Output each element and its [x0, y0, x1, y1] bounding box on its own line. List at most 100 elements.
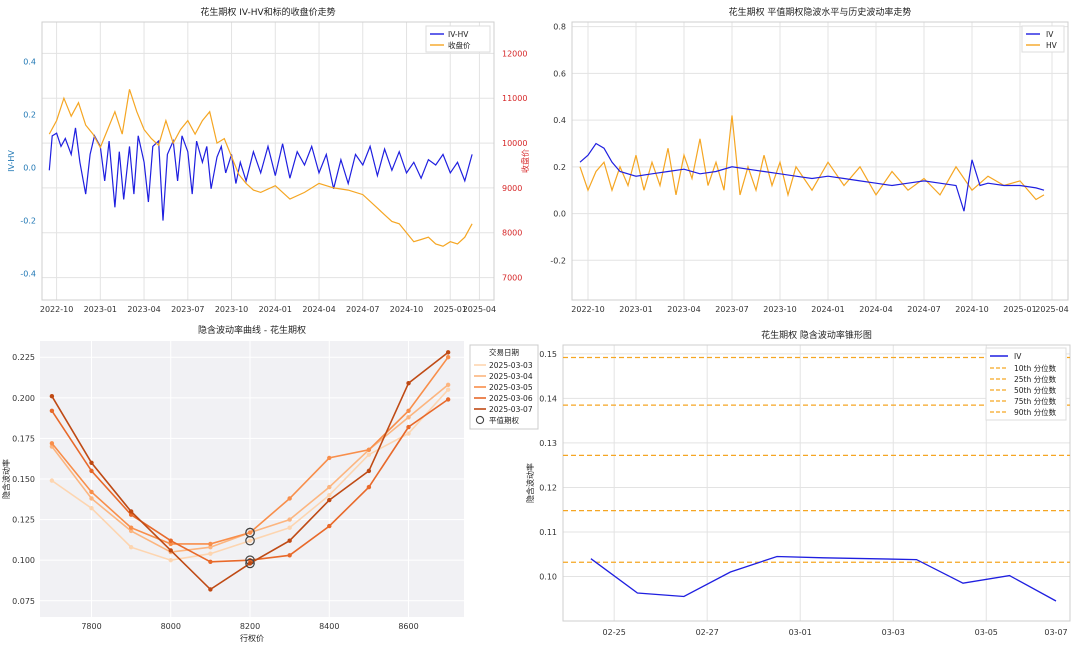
y-tick-label: -0.2 [20, 217, 36, 226]
x-tick-label: 2024-04 [859, 305, 892, 314]
smile-point [327, 493, 332, 498]
smile-point [208, 544, 213, 550]
chart-iv-cone: 02-25 02-27 03-01 03-03 03-05 03-07 0.10 0.11 0.… [525, 329, 1071, 637]
y-tick-label: 0.125 [12, 516, 35, 525]
smile-point [287, 553, 292, 558]
x-tick-label: 2022-10 [571, 305, 604, 314]
x-axis-label: 行权价 [240, 633, 264, 643]
smile-point [89, 489, 94, 495]
smile-point [327, 484, 332, 490]
legend-label: IV [1014, 352, 1022, 361]
x-tick-label: 03-01 [789, 628, 812, 637]
legend-title: 交易日期 [489, 347, 519, 357]
series-line-iv [579, 142, 1045, 212]
x-tick-label: 03-03 [882, 628, 905, 637]
smile-point [445, 387, 451, 392]
y-tick-label: 0.4 [553, 116, 566, 125]
legend-label: HV [1046, 41, 1058, 50]
smile-point [49, 394, 55, 399]
x-tick-label: 2024-01 [259, 305, 292, 314]
y-tick-label: 0.11 [539, 528, 557, 537]
smile-point [445, 397, 451, 402]
y-tick-label: 0.2 [23, 111, 36, 120]
legend-label: 2025-03-07 [489, 405, 533, 414]
legend-label: 50th 分位数 [1014, 385, 1057, 395]
series-line-hv [579, 115, 1045, 201]
x-tick-label: 2023-04 [667, 305, 700, 314]
legend-label: 2025-03-04 [489, 372, 533, 381]
y-tick-label: 0.0 [23, 164, 36, 173]
smile-point [89, 506, 94, 511]
x-tick-label: 2023-01 [619, 305, 652, 314]
smile-point [247, 538, 253, 543]
smile-point [247, 561, 253, 566]
x-tick-label: 2023-10 [215, 305, 248, 314]
series-line-close [48, 89, 473, 247]
y2-tick-label: 8000 [502, 229, 522, 238]
legend-label: 75th 分位数 [1014, 396, 1057, 406]
legend-atm-marker [475, 415, 485, 425]
x-tick-label: 2023-10 [763, 305, 796, 314]
smile-point [49, 408, 55, 414]
x-tick-label: 2025-04 [463, 305, 496, 314]
smile-point [406, 415, 411, 420]
x-tick-label: 2023-07 [171, 305, 204, 314]
y-tick-label: 0.14 [539, 394, 557, 403]
y-tick-label: 0.0 [553, 210, 566, 219]
smile-point [168, 538, 173, 543]
smile-point [406, 424, 411, 430]
x-tick-label: 2025-04 [1035, 305, 1068, 314]
x-tick-label: 2024-10 [390, 305, 423, 314]
y2-axis-label: 收盘价 [520, 149, 530, 173]
smile-point [168, 541, 173, 547]
smile-point [327, 497, 332, 503]
y2-tick-label: 7000 [502, 274, 522, 283]
x-tick-label: 7800 [81, 622, 101, 631]
plot-frame [571, 21, 1069, 301]
x-tick-label: 8200 [240, 622, 260, 631]
y-tick-label: 0.225 [12, 353, 35, 362]
legend-label: 平值期权 [489, 415, 519, 425]
legend-label: 收盘价 [448, 40, 471, 50]
series-line-iv [590, 555, 1057, 602]
x-tick-label: 8000 [161, 622, 181, 631]
x-tick-label: 02-25 [603, 628, 626, 637]
y-tick-label: 0.175 [12, 434, 35, 443]
x-tick-label: 2023-07 [715, 305, 748, 314]
smile-point [327, 523, 332, 529]
smile-point [49, 441, 55, 446]
smile-point [406, 381, 411, 386]
smile-point [208, 541, 213, 547]
y-tick-label: 0.4 [23, 58, 36, 67]
x-tick-label: 2023-04 [127, 305, 160, 314]
smile-point [366, 468, 372, 474]
smile-point [89, 460, 94, 465]
smile-point [168, 548, 173, 553]
x-tick-label: 8400 [319, 622, 339, 631]
chart-iv-hv-close: 2022-10 2023-01 2023-04 2023-07 2023-10 2024-… [7, 6, 530, 314]
x-tick-label: 2025-01 [1003, 305, 1036, 314]
y-tick-label: 0.2 [553, 163, 566, 172]
x-tick-label: 2025-01 [434, 305, 467, 314]
smile-point [287, 525, 292, 530]
chart-title: 花生期权 平值期权隐波水平与历史波动率走势 [729, 6, 912, 18]
smile-point [287, 496, 292, 501]
legend-box [425, 25, 491, 53]
gridlines [563, 345, 1070, 621]
smile-point [89, 496, 94, 501]
smile-point [366, 452, 372, 457]
legend-label: 25th 分位数 [1014, 374, 1057, 384]
chart-title: 隐含波动率曲线 - 花生期权 [198, 324, 306, 336]
gridlines [572, 22, 1068, 300]
y-axis-label: 隐含波动率 [525, 463, 535, 503]
plot-frame [562, 344, 1071, 622]
y-tick-label: -0.4 [20, 270, 36, 279]
plot-frame [41, 21, 495, 301]
atm-marker [245, 558, 255, 569]
smile-point [208, 559, 213, 564]
smile-point [366, 447, 372, 452]
legend-box [1021, 25, 1065, 53]
smile-point [128, 525, 134, 530]
y-tick-label: 0.13 [539, 439, 557, 448]
